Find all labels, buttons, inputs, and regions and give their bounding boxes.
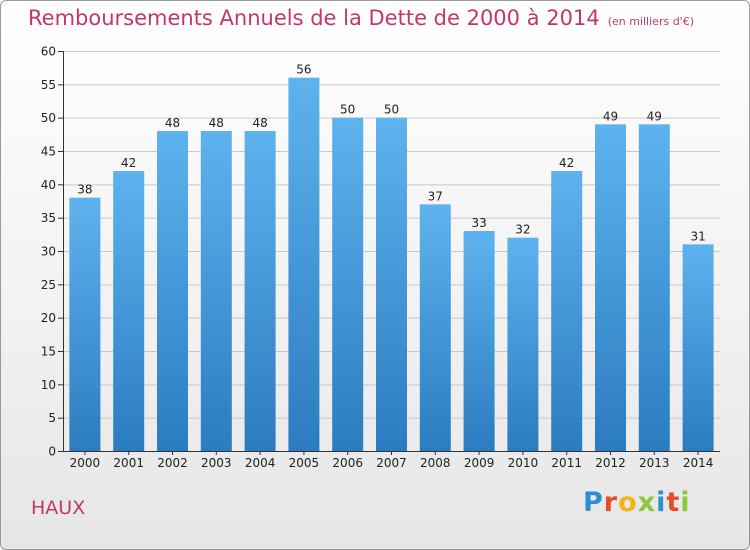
bar-2007 <box>376 117 407 452</box>
bar-2000 <box>69 197 101 451</box>
y-tick-label: 45 <box>41 145 56 159</box>
x-tick-labels: 2000 2001 2002 2003 2004 2005 2006 2007 2008 2009… <box>70 451 714 470</box>
y-tick-label: 25 <box>41 278 56 292</box>
x-tick-label: 2007 <box>376 456 407 470</box>
bars <box>69 77 714 452</box>
y-tick-label: 0 <box>48 445 56 459</box>
data-label: 50 <box>384 103 399 117</box>
data-label: 49 <box>647 109 662 123</box>
y-tick-label: 50 <box>41 111 56 125</box>
y-tick-label: 5 <box>48 411 56 425</box>
bar-2013 <box>638 124 670 451</box>
x-tick-label: 2000 <box>70 456 101 470</box>
data-label: 48 <box>209 116 224 130</box>
data-label: 48 <box>252 116 267 130</box>
bar-2014 <box>682 244 714 451</box>
data-label: 42 <box>559 156 574 170</box>
data-label: 32 <box>515 223 530 237</box>
data-label: 38 <box>77 183 92 197</box>
bar-2010 <box>507 237 539 451</box>
bar-2006 <box>332 117 364 452</box>
logo-letter: P <box>583 487 604 518</box>
data-label: 56 <box>296 63 311 77</box>
x-tick-label: 2011 <box>551 456 582 470</box>
data-labels: 38 42 48 48 48 56 50 50 37 33 32 42 49 49 31 <box>77 63 705 244</box>
x-tick-label: 2005 <box>289 456 320 470</box>
y-tick-label: 40 <box>41 178 56 192</box>
logo-letter: t <box>666 487 681 518</box>
logo-letter: r <box>603 487 619 518</box>
bar-2009 <box>463 231 495 451</box>
x-tick-label: 2001 <box>113 456 144 470</box>
x-tick-label: 2008 <box>420 456 451 470</box>
data-label: 37 <box>428 189 443 203</box>
bar-2002 <box>157 131 188 451</box>
logo-letter: i <box>680 487 691 518</box>
data-label: 31 <box>690 229 705 243</box>
y-tick-label: 20 <box>41 311 56 325</box>
x-tick-label: 2004 <box>245 456 276 470</box>
x-tick-label: 2012 <box>595 456 626 470</box>
x-tick-label: 2009 <box>464 456 495 470</box>
bar-2011 <box>551 171 583 451</box>
logo-letter: x <box>637 487 657 518</box>
commune-name: HAUX <box>31 497 86 519</box>
y-tick-label: 30 <box>41 245 56 259</box>
bar-2012 <box>595 124 626 451</box>
bar-2001 <box>113 171 145 451</box>
x-tick-label: 2006 <box>332 456 363 470</box>
chart-title: Remboursements Annuels de la Dette de 20… <box>28 6 694 30</box>
y-tick-label: 60 <box>41 45 56 59</box>
chart-title-main: Remboursements Annuels de la Dette de 20… <box>28 6 600 30</box>
y-tick-labels: 0 5 10 15 20 25 30 35 40 45 50 55 60 <box>41 45 56 459</box>
proxiti-logo: Proxiti <box>583 487 691 518</box>
x-tick-label: 2013 <box>639 456 670 470</box>
bar-2005 <box>288 77 320 452</box>
y-tick-label: 15 <box>41 345 56 359</box>
data-label: 33 <box>471 216 486 230</box>
bar-2008 <box>419 204 451 451</box>
logo-letter: o <box>618 487 638 518</box>
y-tick-label: 10 <box>41 378 56 392</box>
bar-2003 <box>200 131 232 451</box>
data-label: 49 <box>603 109 618 123</box>
logo-letter: i <box>656 487 667 518</box>
x-tick-label: 2010 <box>508 456 539 470</box>
data-label: 42 <box>121 156 136 170</box>
x-tick-label: 2002 <box>157 456 188 470</box>
x-tick-label: 2014 <box>683 456 714 470</box>
y-tick-label: 55 <box>41 78 56 92</box>
y-tick-label: 35 <box>41 211 56 225</box>
x-tick-label: 2003 <box>201 456 232 470</box>
chart-title-unit: (en milliers d'€) <box>607 15 694 28</box>
data-label: 48 <box>165 116 180 130</box>
data-label: 50 <box>340 103 355 117</box>
bar-2004 <box>244 131 276 451</box>
